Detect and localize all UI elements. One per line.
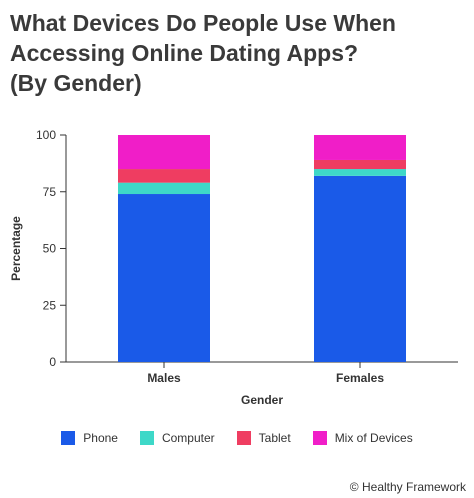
legend-label: Tablet: [258, 431, 291, 445]
legend-item-phone: Phone: [61, 431, 118, 445]
legend-label: Mix of Devices: [334, 431, 413, 445]
legend-label: Computer: [161, 431, 215, 445]
x-tick-label: Males: [147, 371, 181, 385]
y-tick-label: 0: [49, 355, 56, 369]
legend-swatch: [236, 431, 251, 445]
legend-swatch: [61, 431, 76, 445]
credit-text: © Healthy Framework: [349, 480, 466, 494]
y-tick-label: 100: [36, 128, 56, 142]
legend-item-tablet: Tablet: [236, 431, 291, 445]
bar-males-tablet: [118, 169, 210, 183]
bar-females-tablet: [314, 159, 406, 170]
bar-females-mix-of-devices: [314, 135, 406, 160]
legend-label: Phone: [83, 431, 118, 445]
bar-females-computer: [314, 169, 406, 176]
legend-swatch: [139, 431, 154, 445]
legend-swatch: [312, 431, 327, 445]
title-line-1: What Devices Do People Use When: [10, 10, 396, 36]
title-line-3: (By Gender): [10, 70, 142, 96]
y-tick-label: 50: [43, 242, 57, 256]
y-tick-label: 75: [43, 185, 57, 199]
y-axis-title: Percentage: [9, 216, 23, 281]
bar-males-mix-of-devices: [118, 135, 210, 170]
y-tick-label: 25: [43, 298, 57, 312]
bar-males-phone: [118, 194, 210, 362]
x-tick-label: Females: [336, 371, 384, 385]
bar-females-phone: [314, 175, 406, 362]
x-axis-title: Gender: [241, 393, 283, 407]
chart-title: What Devices Do People Use When Accessin…: [10, 8, 465, 98]
title-line-2: Accessing Online Dating Apps?: [10, 40, 359, 66]
chart-legend: Phone Computer Tablet Mix of Devices: [0, 431, 474, 445]
legend-item-mix-of-devices: Mix of Devices: [312, 431, 413, 445]
legend-item-computer: Computer: [139, 431, 215, 445]
bar-males-computer: [118, 182, 210, 195]
